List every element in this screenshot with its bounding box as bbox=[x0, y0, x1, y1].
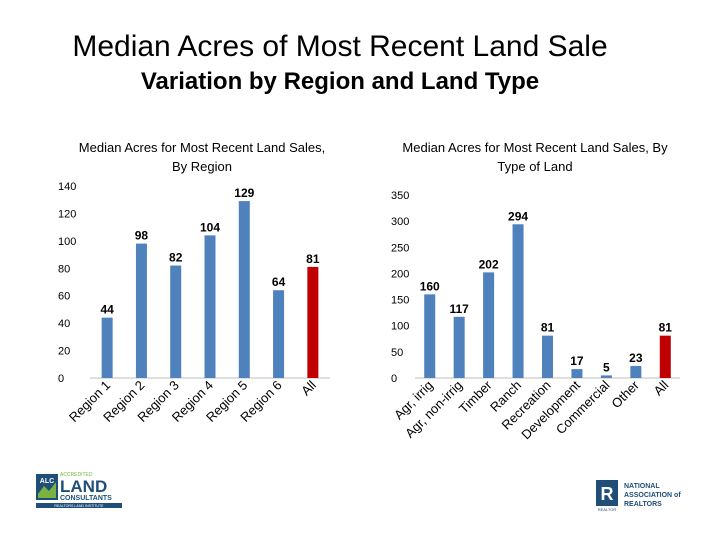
bar-region-1 bbox=[101, 317, 113, 378]
bar-agr-irrig bbox=[424, 294, 436, 378]
alc-logo-badge-text: ALC bbox=[40, 478, 54, 485]
land-type-chart-title: Median Acres for Most Recent Land Sales,… bbox=[402, 140, 668, 174]
y-tick-label: 80 bbox=[58, 263, 70, 275]
data-label-all: 81 bbox=[659, 321, 673, 335]
y-tick-label: 100 bbox=[58, 236, 76, 248]
region-chart-title: Median Acres for Most Recent Land Sales,… bbox=[78, 140, 326, 174]
alc-logo-line3: CONSULTANTS bbox=[60, 495, 112, 502]
data-label-commercial: 5 bbox=[603, 360, 610, 374]
y-tick-label: 350 bbox=[391, 190, 409, 202]
x-tick-label-all: All bbox=[651, 377, 672, 398]
data-label-timber: 202 bbox=[479, 257, 499, 271]
nar-logo-mark-caption: REALTOR bbox=[598, 507, 617, 512]
data-label-development: 17 bbox=[570, 354, 584, 368]
y-tick-label: 120 bbox=[58, 208, 76, 220]
alc-logo: ALC ACCREDITED LAND CONSULTANTS REALTORS… bbox=[36, 472, 122, 508]
data-label-all: 81 bbox=[306, 252, 320, 266]
data-label-region-1: 44 bbox=[100, 303, 114, 317]
data-label-agr-non-irrig: 117 bbox=[449, 302, 469, 316]
y-tick-label: 20 bbox=[58, 346, 70, 358]
y-tick-label: 200 bbox=[391, 268, 409, 280]
alc-logo-word: LAND bbox=[60, 477, 107, 496]
page-title: Median Acres of Most Recent Land Sale bbox=[72, 30, 608, 63]
x-tick-label-all: All bbox=[298, 377, 319, 398]
nar-logo-mark-letter: R bbox=[601, 484, 614, 504]
bar-region-3 bbox=[170, 265, 182, 378]
data-label-region-3: 82 bbox=[169, 251, 183, 265]
data-label-ranch: 294 bbox=[508, 209, 528, 223]
bar-region-6 bbox=[273, 290, 285, 378]
bar-recreation bbox=[542, 335, 553, 378]
bar-all bbox=[307, 266, 319, 378]
y-tick-label: 140 bbox=[58, 181, 76, 193]
bar-ranch bbox=[512, 224, 524, 378]
bar-all bbox=[659, 335, 671, 378]
nar-logo-line3: REALTORS bbox=[624, 501, 662, 508]
bar-region-2 bbox=[135, 243, 147, 378]
data-label-region-5: 129 bbox=[234, 186, 254, 200]
bar-agr-non-irrig bbox=[453, 316, 465, 378]
data-label-region-4: 104 bbox=[200, 220, 220, 234]
bar-timber bbox=[483, 272, 495, 378]
data-label-recreation: 81 bbox=[541, 321, 555, 335]
y-tick-label: 250 bbox=[391, 242, 409, 254]
y-tick-label: 150 bbox=[391, 295, 409, 307]
bar-development bbox=[571, 369, 583, 378]
alc-logo-line1: ACCREDITED bbox=[60, 472, 93, 478]
y-tick-label: 0 bbox=[58, 373, 64, 385]
x-tick-label-timber: Timber bbox=[456, 377, 495, 416]
bar-commercial bbox=[600, 375, 612, 378]
y-tick-label: 50 bbox=[391, 347, 403, 359]
bar-other bbox=[630, 365, 642, 378]
y-tick-label: 100 bbox=[391, 321, 409, 333]
data-label-region-2: 98 bbox=[135, 229, 149, 243]
page-subtitle: Variation by Region and Land Type bbox=[140, 68, 540, 95]
y-tick-label: 40 bbox=[58, 318, 70, 330]
alc-logo-landscape bbox=[38, 482, 56, 498]
data-label-region-6: 64 bbox=[272, 275, 286, 289]
alc-logo-tagline-bar bbox=[36, 503, 122, 508]
x-tick-label-other: Other bbox=[608, 377, 642, 411]
data-label-other: 23 bbox=[629, 351, 643, 365]
nar-logo-mark bbox=[596, 480, 618, 506]
nar-logo-line1: NATIONAL bbox=[624, 483, 660, 490]
y-tick-label: 300 bbox=[391, 216, 409, 228]
data-label-agr-irrig: 160 bbox=[420, 279, 440, 293]
bar-region-4 bbox=[204, 235, 216, 378]
nar-logo: R REALTOR NATIONAL ASSOCIATION of REALTO… bbox=[596, 480, 681, 512]
nar-logo-line2: ASSOCIATION of bbox=[624, 492, 681, 499]
y-tick-label: 0 bbox=[391, 373, 397, 385]
y-tick-label: 60 bbox=[58, 291, 70, 303]
alc-logo-tagline: REALTORS LAND INSTITUTE bbox=[54, 504, 104, 508]
bar-region-5 bbox=[238, 201, 250, 378]
